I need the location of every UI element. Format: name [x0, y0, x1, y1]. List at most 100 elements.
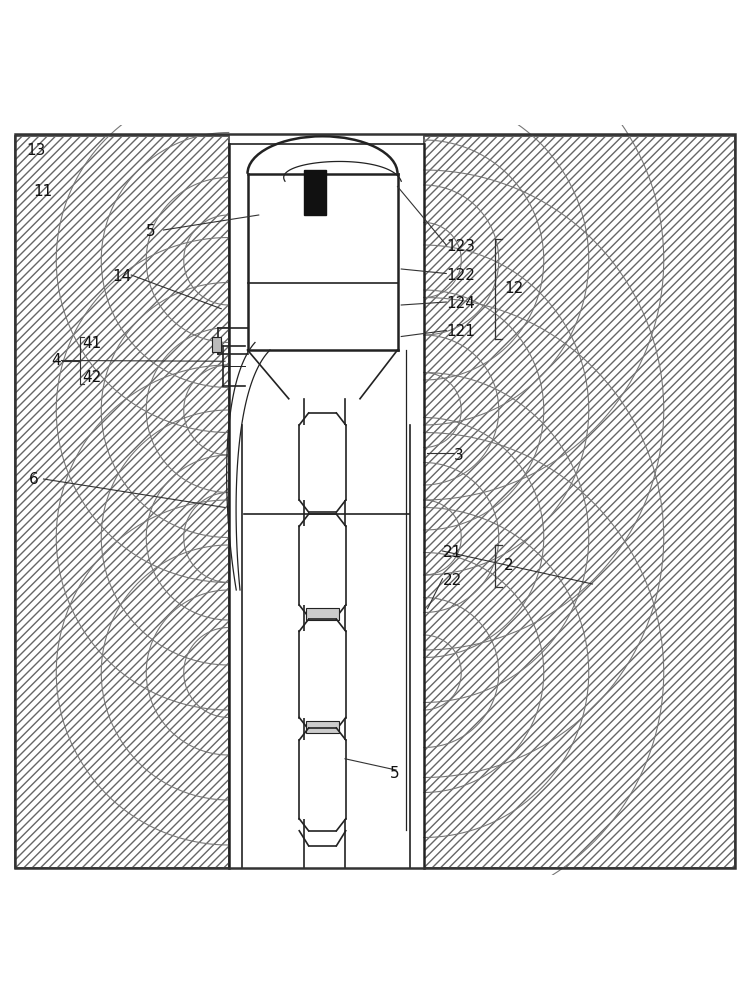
Point — [298, 628, 310, 644]
Point — [307, 573, 319, 589]
Point — [267, 327, 279, 343]
Point — [327, 583, 339, 599]
Point — [331, 530, 343, 546]
Point — [380, 336, 392, 352]
Point — [325, 439, 337, 455]
Point — [334, 577, 346, 593]
Point — [329, 252, 341, 268]
Point — [303, 764, 315, 780]
Point — [281, 222, 293, 238]
Point — [353, 172, 365, 188]
Point — [272, 212, 284, 228]
Point — [325, 256, 337, 272]
Point — [359, 206, 371, 222]
Point — [388, 298, 400, 314]
Point — [388, 248, 400, 264]
Point — [325, 193, 337, 209]
Point — [378, 169, 390, 185]
Point — [385, 251, 397, 267]
Point — [348, 181, 360, 197]
Point — [260, 205, 272, 221]
Point — [328, 698, 340, 714]
Point — [331, 673, 343, 689]
Point — [274, 256, 286, 272]
Point — [296, 182, 307, 198]
Point — [304, 803, 316, 819]
Point — [280, 208, 292, 224]
Point — [253, 331, 265, 347]
Point — [361, 283, 373, 299]
Point — [254, 213, 266, 229]
Point — [326, 737, 338, 753]
Point — [386, 217, 398, 233]
Point — [349, 287, 361, 303]
Point — [360, 248, 372, 264]
Point — [251, 337, 262, 353]
Point — [250, 180, 262, 196]
Point — [254, 297, 266, 313]
Point — [334, 220, 346, 236]
Point — [387, 177, 399, 193]
Point — [325, 217, 337, 233]
Point — [326, 707, 338, 723]
Point — [334, 748, 346, 764]
Point — [264, 315, 276, 331]
Point — [336, 190, 348, 206]
Point — [302, 592, 314, 608]
Point — [321, 790, 333, 806]
Point — [322, 649, 334, 665]
Point — [277, 244, 289, 260]
Point — [364, 215, 376, 231]
Point — [304, 695, 316, 711]
Point — [332, 237, 344, 253]
Point — [244, 301, 256, 317]
Point — [302, 177, 313, 193]
Point — [352, 303, 364, 319]
Point — [251, 286, 263, 302]
Point — [320, 482, 332, 498]
Point — [328, 798, 340, 814]
Point — [304, 799, 316, 815]
Point — [303, 336, 315, 352]
Point — [328, 770, 340, 786]
Point — [374, 232, 386, 248]
Point — [314, 541, 326, 557]
Point — [326, 484, 338, 500]
Point — [296, 568, 308, 584]
Point — [350, 206, 362, 222]
Point — [350, 175, 362, 191]
Point — [341, 239, 353, 255]
Point — [334, 245, 346, 261]
Point — [314, 588, 326, 604]
Point — [327, 751, 339, 767]
Point — [272, 182, 284, 198]
Point — [258, 337, 270, 353]
Point — [328, 253, 340, 269]
Point — [320, 187, 332, 203]
Point — [310, 335, 322, 351]
Point — [310, 530, 322, 546]
Point — [294, 293, 306, 309]
Point — [321, 631, 333, 647]
Point — [386, 254, 398, 270]
Point — [382, 173, 394, 189]
Point — [254, 307, 266, 323]
Point — [346, 174, 358, 190]
Point — [329, 559, 341, 575]
Point — [333, 537, 345, 553]
Point — [302, 699, 313, 715]
Point — [326, 427, 338, 443]
Point — [326, 189, 338, 205]
Point — [248, 335, 259, 351]
Point — [326, 336, 338, 352]
Point — [278, 249, 290, 265]
Point — [296, 190, 307, 206]
Point — [304, 471, 316, 487]
Point — [323, 328, 335, 344]
Point — [248, 261, 259, 277]
Point — [304, 805, 316, 821]
Point — [386, 212, 398, 228]
Point — [281, 278, 293, 294]
Point — [296, 229, 307, 245]
Point — [383, 283, 395, 299]
